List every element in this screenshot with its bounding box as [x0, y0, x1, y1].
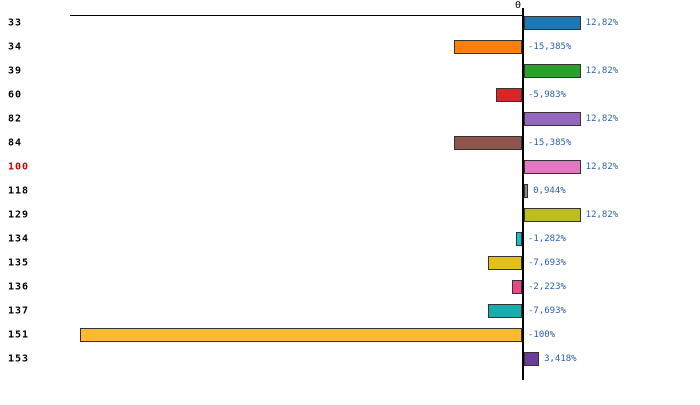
category-label-151: 151: [8, 329, 30, 341]
category-label-33: 33: [8, 17, 23, 29]
bar-151: [80, 328, 522, 342]
category-label-136: 136: [8, 281, 30, 293]
axis-zero-label: 0: [515, 0, 522, 11]
category-label-129: 129: [8, 209, 30, 221]
value-label-136: -2,223%: [528, 282, 566, 292]
category-label-118: 118: [8, 185, 30, 197]
bar-134: [516, 232, 522, 246]
value-label-60: -5,983%: [528, 90, 566, 100]
value-label-84: -15,385%: [528, 138, 572, 148]
value-label-34: -15,385%: [528, 42, 572, 52]
bar-33: [524, 16, 581, 30]
bar-137: [487, 304, 522, 318]
value-label-82: 12,82%: [585, 114, 619, 124]
bar-82: [524, 112, 581, 126]
category-label-34: 34: [8, 41, 23, 53]
bar-39: [524, 64, 581, 78]
category-label-100: 100: [8, 161, 30, 173]
value-label-135: -7,693%: [528, 258, 566, 268]
value-label-153: 3,418%: [544, 354, 577, 364]
bar-34: [453, 40, 522, 54]
category-label-84: 84: [8, 137, 23, 149]
category-label-153: 153: [8, 353, 30, 365]
bar-100: [524, 160, 581, 174]
bar-129: [524, 208, 581, 222]
value-label-134: -1,282%: [528, 234, 566, 244]
bar-136: [512, 280, 522, 294]
category-label-60: 60: [8, 89, 23, 101]
value-label-39: 12,82%: [585, 66, 619, 76]
bar-135: [487, 256, 522, 270]
category-label-137: 137: [8, 305, 30, 317]
category-label-82: 82: [8, 113, 23, 125]
category-label-135: 135: [8, 257, 30, 269]
category-label-134: 134: [8, 233, 30, 245]
value-label-100: 12,82%: [585, 162, 619, 172]
bar-60: [495, 88, 522, 102]
bar-118: [524, 184, 529, 198]
value-label-129: 12,82%: [585, 210, 619, 220]
axis-top-line: [70, 15, 523, 16]
value-label-137: -7,693%: [528, 306, 566, 316]
value-label-151: -100%: [528, 330, 556, 340]
bar-153: [524, 352, 540, 366]
axis-zero-line: [522, 8, 524, 380]
value-label-33: 12,82%: [585, 18, 619, 28]
bar-84: [453, 136, 522, 150]
category-label-39: 39: [8, 65, 23, 77]
value-label-118: 0,944%: [533, 186, 566, 196]
